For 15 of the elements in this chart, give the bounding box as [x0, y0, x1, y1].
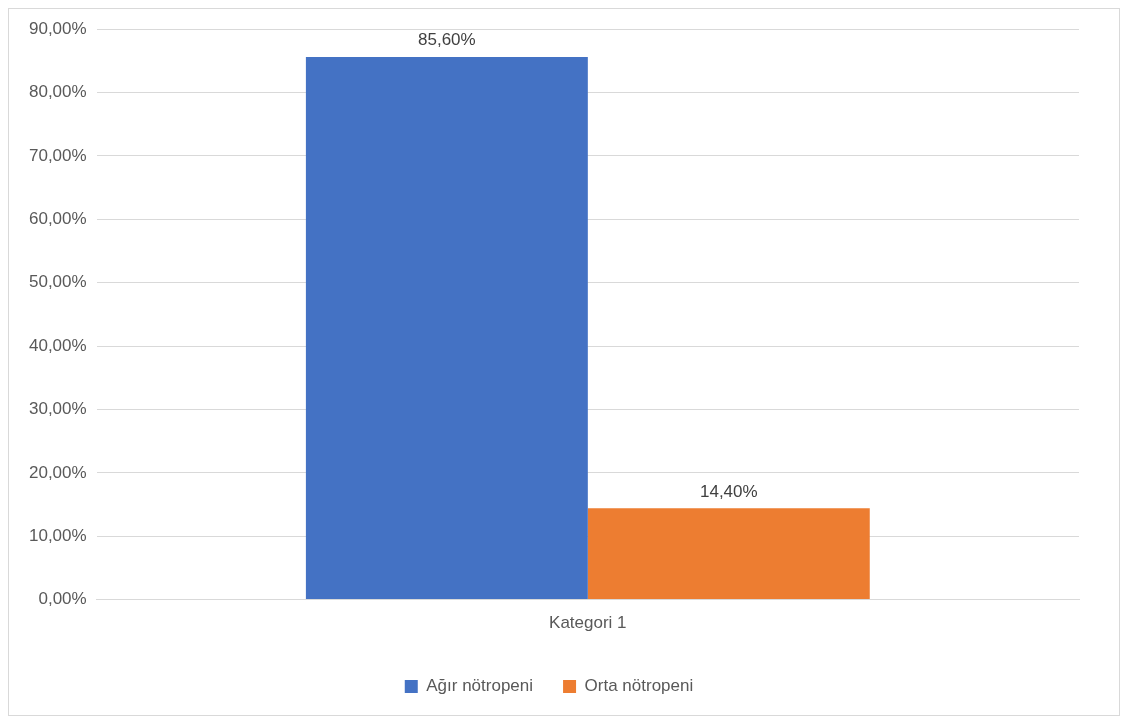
x-tick-label: Kategori 1 — [549, 613, 627, 633]
data-label: 14,40% — [699, 481, 758, 501]
y-tick-label: 80,00% — [28, 82, 87, 102]
data-label: 85,60% — [418, 30, 476, 50]
legend-label: Orta nötropeni — [584, 676, 694, 696]
y-tick-label: 40,00% — [28, 335, 87, 355]
legend-label: Ağır nötropeni — [426, 676, 534, 696]
y-tick-label: 10,00% — [28, 525, 87, 545]
y-tick-label: 0,00% — [38, 589, 87, 609]
y-tick-label: 20,00% — [28, 462, 87, 482]
y-tick-label: 70,00% — [28, 145, 87, 165]
y-tick-label: 30,00% — [28, 399, 87, 419]
y-tick-label: 60,00% — [28, 209, 87, 229]
y-tick-label: 50,00% — [28, 272, 87, 292]
y-tick-label: 90,00% — [28, 18, 87, 38]
